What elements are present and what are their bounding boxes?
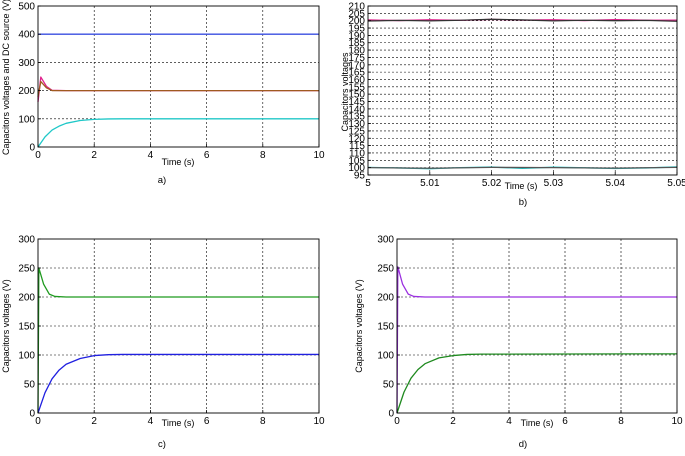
chart-panel-2: 5 5.01 5.02 5.03 5.04 5.05 9510010511011512012… [340, 2, 685, 209]
x-tick-label: 5.04 [605, 178, 625, 189]
panel-caption: c) [158, 439, 166, 450]
y-axis-label: Capacitors voltages [340, 52, 350, 132]
x-tick-label: 6 [204, 150, 210, 161]
x-tick-label: 10 [671, 416, 683, 427]
x-axis-label: Time (s) [162, 418, 195, 428]
y-tick-label: 120 [348, 134, 365, 145]
y-tick-label: 205 [348, 9, 365, 20]
panel-caption: b) [519, 197, 527, 208]
y-tick-label: 125 [348, 126, 365, 137]
y-tick-label: 150 [18, 322, 35, 333]
x-tick-label: 5 [365, 178, 371, 189]
y-tick-label: 145 [348, 97, 365, 108]
x-tick-label: 4 [506, 416, 512, 427]
x-tick-label: 0 [394, 416, 400, 427]
y-tick-label: 135 [348, 112, 365, 123]
series-line-3 [37, 80, 319, 97]
x-tick-label: 5.05 [667, 178, 685, 189]
x-tick-label: 6 [562, 416, 568, 427]
y-tick-label: 500 [18, 2, 35, 13]
y-tick-label: 180 [348, 46, 365, 57]
y-tick-label: 185 [348, 38, 365, 49]
series-line-2 [37, 353, 319, 414]
y-tick-label: 0 [29, 409, 35, 420]
y-tick-label: 130 [348, 119, 365, 130]
y-tick-label: 175 [348, 53, 365, 64]
series-line-4 [37, 118, 319, 148]
y-tick-label: 200 [348, 16, 365, 27]
y-axis-label: Capacitors voltages (V) [354, 279, 364, 373]
y-tick-label: 200 [18, 293, 35, 304]
x-tick-label: 8 [260, 416, 266, 427]
x-tick-label: 8 [260, 150, 266, 161]
y-tick-label: 170 [348, 60, 365, 71]
plot-frame [367, 5, 678, 176]
y-tick-label: 300 [18, 58, 35, 69]
series-line-4 [367, 166, 678, 169]
y-tick-label: 50 [24, 380, 36, 391]
y-tick-label: 190 [348, 31, 365, 42]
y-tick-label: 115 [349, 141, 365, 152]
x-axis-label: Time (s) [505, 181, 538, 191]
y-tick-label: 300 [18, 235, 35, 246]
y-tick-label: 150 [377, 322, 394, 333]
y-tick-label: 250 [377, 264, 394, 275]
x-tick-label: 5.02 [482, 178, 502, 189]
x-axis-label: Time (s) [521, 418, 554, 428]
x-tick-label: 6 [204, 416, 210, 427]
y-tick-label: 100 [18, 351, 35, 362]
x-tick-label: 10 [313, 416, 325, 427]
y-tick-label: 160 [348, 75, 365, 86]
x-tick-label: 8 [618, 416, 624, 427]
y-tick-label: 100 [18, 114, 35, 125]
y-tick-label: 0 [29, 143, 35, 154]
y-tick-label: 210 [348, 2, 365, 13]
x-tick-label: 2 [450, 416, 456, 427]
y-tick-label: 105 [348, 156, 365, 167]
x-tick-label: 5.01 [420, 178, 440, 189]
y-tick-label: 200 [18, 86, 35, 97]
panel-caption: d) [519, 439, 527, 450]
x-tick-label: 4 [148, 150, 154, 161]
series-line-1 [37, 267, 319, 414]
x-axis-label: Time (s) [162, 157, 195, 167]
x-tick-label: 2 [91, 150, 97, 161]
y-tick-label: 155 [348, 82, 365, 93]
y-tick-label: 0 [388, 409, 394, 420]
plot-frame [37, 5, 320, 148]
y-tick-label: 195 [348, 24, 365, 35]
y-tick-label: 95 [354, 171, 366, 182]
y-tick-label: 100 [377, 351, 394, 362]
x-tick-label: 2 [91, 416, 97, 427]
series-line-1 [396, 266, 677, 414]
y-tick-label: 100 [348, 163, 365, 174]
y-tick-label: 165 [348, 68, 365, 79]
panel-caption: a) [158, 175, 166, 186]
y-axis-label: Capacitors voltages and DC source (V) [1, 0, 11, 155]
y-tick-label: 400 [18, 30, 35, 41]
y-tick-label: 140 [348, 104, 365, 115]
series-line-2 [396, 353, 678, 414]
y-tick-label: 150 [348, 90, 365, 101]
y-tick-label: 110 [349, 148, 365, 159]
x-tick-label: 4 [148, 416, 154, 427]
x-tick-label: 10 [313, 150, 325, 161]
y-tick-label: 300 [377, 235, 394, 246]
y-tick-label: 200 [377, 293, 394, 304]
x-tick-label: 0 [35, 150, 41, 161]
series-line-2 [37, 76, 319, 102]
y-tick-label: 50 [383, 380, 395, 391]
series-line-2 [367, 18, 678, 22]
x-tick-label: 5.03 [544, 178, 564, 189]
y-tick-label: 250 [18, 264, 35, 275]
y-axis-label: Capacitors voltages (V) [1, 279, 11, 373]
x-tick-label: 0 [35, 416, 41, 427]
